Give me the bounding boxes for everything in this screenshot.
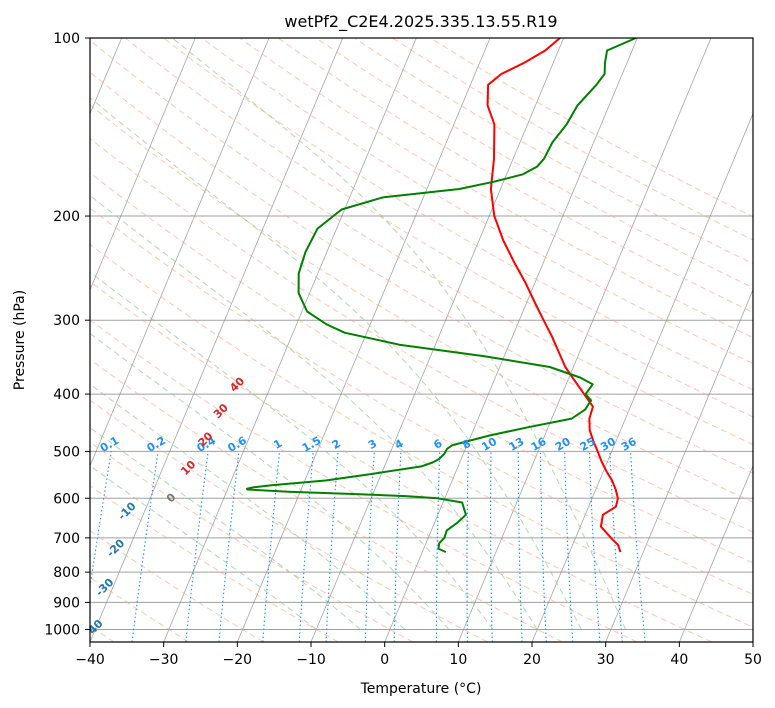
isotherm-line <box>90 38 344 642</box>
dry-adiabat-line <box>124 38 753 418</box>
y-tick-label: 400 <box>53 387 80 403</box>
y-axis-label: Pressure (hPa) <box>12 290 28 390</box>
isotherm-line <box>90 38 270 467</box>
x-tick-label: 20 <box>523 652 541 668</box>
y-tick-label: 500 <box>53 444 80 460</box>
dry-adiabat-line <box>90 172 753 564</box>
x-axis-ticks: −40 −30 −20 −10 0 10 20 30 40 50 <box>75 642 762 668</box>
x-tick-label: −30 <box>149 652 179 668</box>
isotherm-line <box>384 38 638 642</box>
x-tick-label: 10 <box>449 652 467 668</box>
dry-adiabat-line <box>90 358 563 642</box>
y-tick-label: 300 <box>53 313 80 329</box>
dry-adiabat-line <box>90 207 753 596</box>
dry-adiabat-line <box>90 399 488 642</box>
y-tick-label: 900 <box>53 595 80 611</box>
x-tick-label: −10 <box>296 652 326 668</box>
y-tick-label: 600 <box>53 491 80 507</box>
y-tick-label: 200 <box>53 209 80 225</box>
dry-adiabat-line <box>239 38 753 339</box>
mixing-ratio-line <box>131 451 159 642</box>
x-tick-label: 40 <box>670 652 688 668</box>
dry-adiabat-line <box>90 530 264 642</box>
profile-series <box>246 38 637 554</box>
dry-adiabats <box>90 38 753 642</box>
x-tick-label: 50 <box>744 652 762 668</box>
y-tick-label: 700 <box>53 531 80 547</box>
dry-adiabat-line <box>90 104 753 503</box>
mixing-ratio-lines <box>90 451 646 642</box>
x-tick-label: −40 <box>75 652 105 668</box>
moist-adiabat-line <box>90 271 494 630</box>
isotherm-line <box>90 38 196 291</box>
mixing-ratio-line <box>185 451 209 642</box>
moist-adiabats <box>90 38 627 630</box>
isotherm-line <box>678 464 753 642</box>
x-tick-label: −20 <box>223 652 253 668</box>
dry-adiabat-line <box>90 39 753 446</box>
isotherm-line <box>236 38 491 642</box>
dry-adiabat-line <box>90 243 753 628</box>
dry-adiabat-line <box>90 441 414 642</box>
x-axis-label: Temperature (°C) <box>360 681 482 697</box>
moist-adiabat-line <box>90 97 582 630</box>
moist-adiabat-line <box>90 383 405 630</box>
moist-adiabat-line <box>90 426 361 630</box>
plot-background <box>90 38 753 642</box>
y-tick-label: 100 <box>53 31 80 47</box>
dry-adiabat-line <box>90 71 753 474</box>
dry-adiabat-line <box>90 137 753 533</box>
isotherm-line <box>531 112 753 642</box>
dry-adiabat-line <box>90 485 339 642</box>
moist-adiabat-line <box>171 38 627 630</box>
isotherm-line <box>163 38 417 642</box>
mixing-ratio-line <box>218 451 240 642</box>
dewpoint-profile-line <box>246 38 637 554</box>
chart-title: wetPf2_C2E4.2025.335.13.55.R19 <box>284 12 557 32</box>
y-tick-label: 800 <box>53 565 80 581</box>
isotherm-line <box>457 38 712 642</box>
moist-adiabat-line <box>90 194 538 630</box>
dry-adiabat-line <box>90 280 712 642</box>
mixing-ratio-line <box>90 451 112 591</box>
plot-frame <box>89 37 754 643</box>
dry-adiabat-line <box>201 38 753 364</box>
x-tick-label: 0 <box>380 652 389 668</box>
isotherm-line <box>605 288 753 642</box>
y-axis-ticks: 100 200 300 400 500 600 700 800 900 1000 <box>44 31 90 638</box>
x-tick-label: 30 <box>597 652 615 668</box>
dry-adiabat-line <box>90 319 638 642</box>
y-tick-label: 1000 <box>44 622 80 638</box>
